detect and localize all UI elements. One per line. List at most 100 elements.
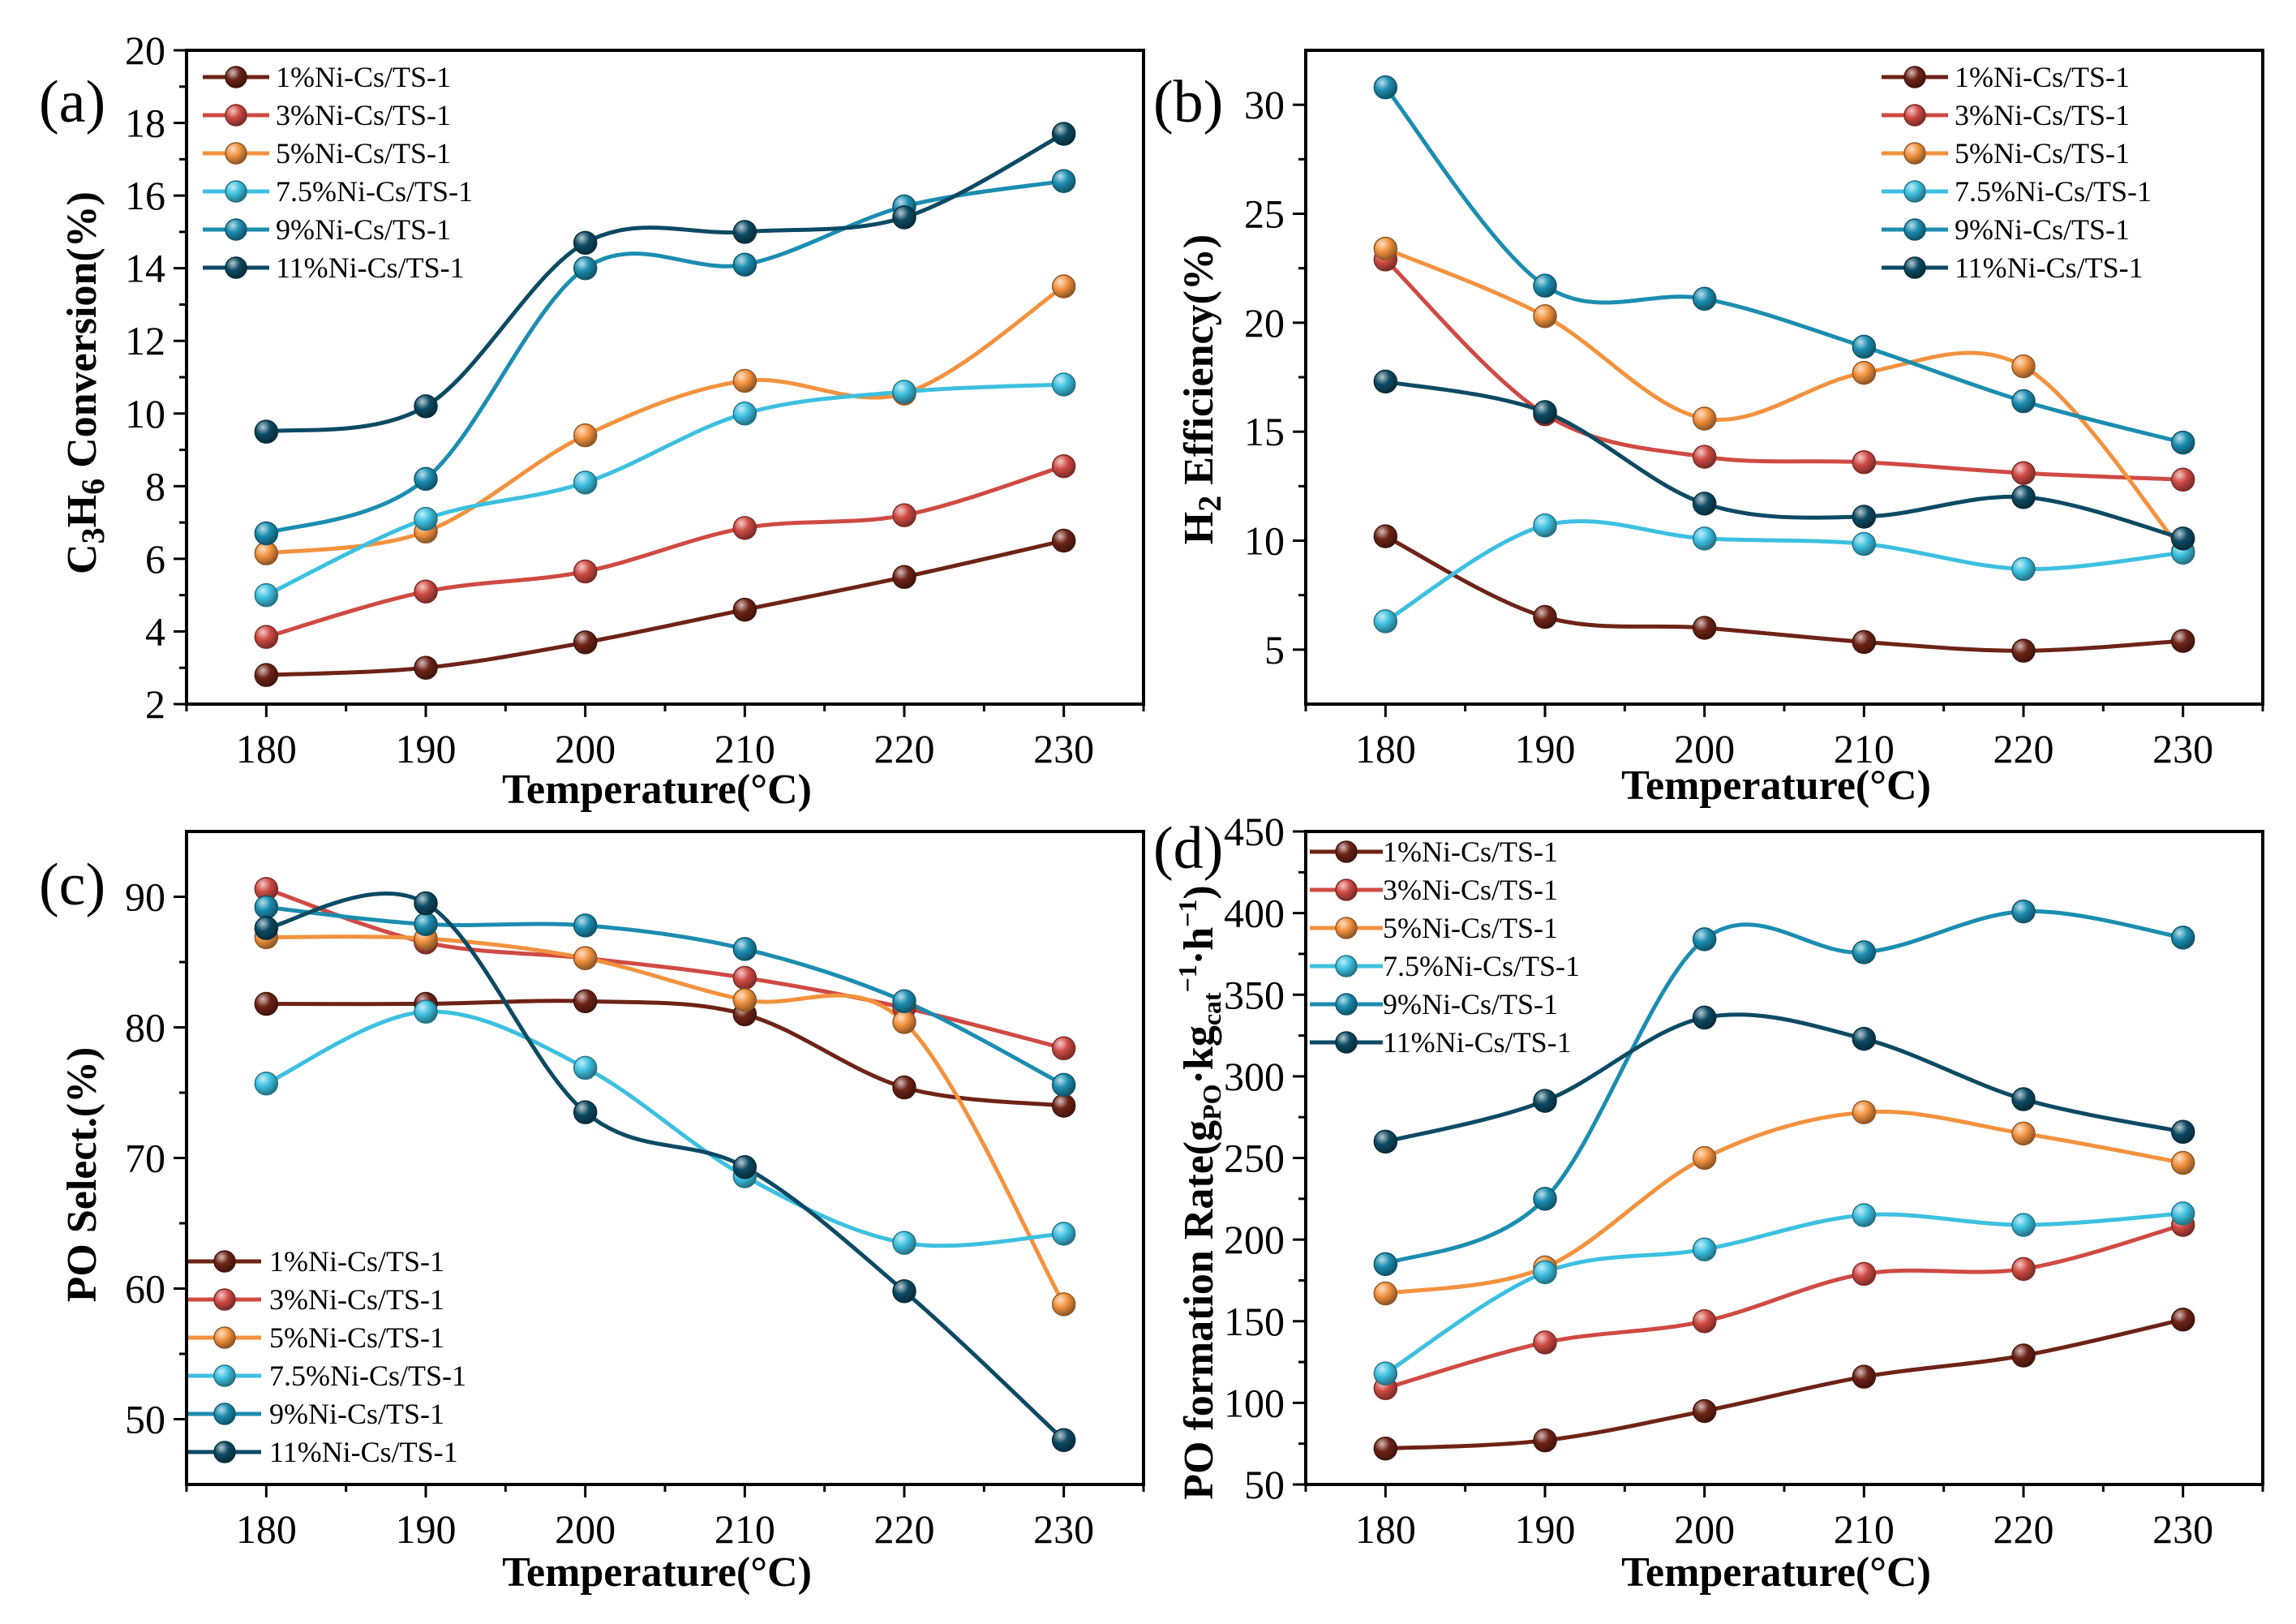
data-point — [1051, 1036, 1076, 1061]
data-point — [573, 230, 598, 256]
legend-marker — [225, 218, 247, 241]
panel-label: (d) — [1153, 815, 1223, 882]
data-point — [1051, 1222, 1076, 1246]
legend-label: 9%Ni-Cs/TS-1 — [1955, 213, 2130, 246]
x-tick-label: 210 — [1834, 1506, 1895, 1552]
legend-label: 3%Ni-Cs/TS-1 — [1383, 874, 1558, 906]
legend-label: 9%Ni-Cs/TS-1 — [1383, 988, 1558, 1020]
data-point — [2011, 899, 2036, 924]
legend-marker — [1903, 104, 1926, 127]
legend-label: 5%Ni-Cs/TS-1 — [1383, 912, 1558, 944]
series-line — [264, 382, 1066, 598]
data-point — [892, 565, 916, 590]
data-point — [2011, 556, 2036, 582]
data-point — [414, 891, 438, 916]
data-point — [1051, 372, 1076, 397]
panel-label: (a) — [39, 69, 105, 135]
data-point — [254, 419, 279, 444]
data-point — [732, 1155, 757, 1179]
data-point — [1051, 122, 1076, 146]
x-tick-label: 200 — [1674, 726, 1735, 771]
data-point — [1852, 1026, 1877, 1051]
x-tick-label: 190 — [396, 726, 457, 771]
series-line — [1383, 1317, 2186, 1451]
legend-label: 7.5%Ni-Cs/TS-1 — [276, 175, 473, 208]
series-line — [1383, 379, 2186, 541]
x-tick-label: 220 — [1993, 726, 2054, 771]
data-point — [2170, 430, 2195, 455]
data-point — [2011, 638, 2036, 663]
data-point — [1373, 1361, 1398, 1386]
legend: 1%Ni-Cs/TS-1 3%Ni-Cs/TS-1 5%Ni-Cs/TS-1 7.5%… — [188, 1245, 466, 1468]
data-point — [1852, 629, 1877, 655]
data-point — [732, 252, 757, 277]
x-tick-label: 200 — [555, 726, 616, 771]
y-tick-label: 14 — [125, 246, 165, 291]
legend-marker — [213, 1250, 236, 1273]
y-tick-label: 50 — [125, 1397, 165, 1442]
y-tick-label: 20 — [125, 28, 165, 73]
y-tick-label: 25 — [1244, 191, 1285, 237]
data-point — [1692, 1237, 1717, 1261]
legend-marker — [1335, 917, 1358, 939]
y-tick-label: 80 — [125, 1005, 165, 1050]
legend-label: 7.5%Ni-Cs/TS-1 — [269, 1360, 466, 1392]
data-point — [1051, 1072, 1076, 1098]
legend-label: 9%Ni-Cs/TS-1 — [276, 213, 451, 246]
y-tick-label: 200 — [1224, 1217, 1285, 1262]
data-point — [573, 1055, 598, 1081]
panel-d: (d) Temperature(°C) PO formation Rate(gP… — [1153, 809, 2264, 1596]
legend-marker — [1335, 840, 1358, 863]
x-tick-label: 180 — [1355, 726, 1416, 771]
x-tick-label: 190 — [1515, 1506, 1576, 1552]
data-point — [892, 1231, 916, 1255]
data-point — [1692, 492, 1717, 516]
data-point — [414, 579, 438, 604]
data-point — [1852, 531, 1877, 556]
data-point — [892, 205, 916, 230]
y-tick-label: 70 — [125, 1136, 165, 1181]
legend-label: 5%Ni-Cs/TS-1 — [269, 1321, 444, 1354]
data-point — [1051, 453, 1076, 479]
data-point — [1852, 1261, 1877, 1287]
data-point — [1852, 1100, 1877, 1124]
data-point — [1692, 406, 1717, 431]
data-point — [732, 516, 757, 540]
series-line — [1383, 518, 2186, 624]
y-tick-label: 30 — [1244, 82, 1285, 127]
y-axis-title: PO formation Rate(gPO·kgcat−1·h−1) — [1173, 885, 1226, 1500]
data-point — [254, 991, 279, 1016]
data-point — [254, 663, 279, 687]
x-tick-label: 230 — [1033, 1506, 1094, 1552]
data-point — [1852, 334, 1877, 359]
legend-marker — [1903, 180, 1926, 203]
legend: 1%Ni-Cs/TS-1 3%Ni-Cs/TS-1 5%Ni-Cs/TS-1 7.5%… — [1882, 61, 2152, 284]
legend-label: 11%Ni-Cs/TS-1 — [276, 251, 465, 284]
data-point — [573, 470, 598, 495]
data-point — [2011, 1343, 2036, 1368]
data-point — [1051, 1292, 1076, 1317]
legend-label: 3%Ni-Cs/TS-1 — [269, 1283, 444, 1316]
y-tick-label: 300 — [1224, 1054, 1285, 1099]
y-tick-label: 5 — [1264, 627, 1285, 672]
legend-label: 3%Ni-Cs/TS-1 — [276, 99, 451, 131]
legend-marker — [1335, 1031, 1358, 1054]
data-point — [414, 506, 438, 531]
data-point — [1533, 273, 1557, 298]
legend-marker — [225, 104, 247, 127]
data-point — [732, 597, 757, 622]
legend-label: 9%Ni-Cs/TS-1 — [269, 1398, 444, 1430]
data-point — [1692, 616, 1717, 640]
legend-label: 11%Ni-Cs/TS-1 — [269, 1436, 458, 1468]
legend-marker — [1335, 879, 1358, 901]
data-point — [254, 521, 279, 546]
y-tick-label: 400 — [1224, 891, 1285, 936]
data-point — [1692, 1145, 1717, 1171]
x-tick-label: 220 — [874, 1506, 935, 1552]
series-line — [1383, 85, 2186, 445]
y-tick-label: 12 — [125, 318, 165, 363]
data-point — [2170, 1201, 2195, 1226]
data-point — [254, 582, 279, 608]
series-line — [1383, 247, 2186, 554]
